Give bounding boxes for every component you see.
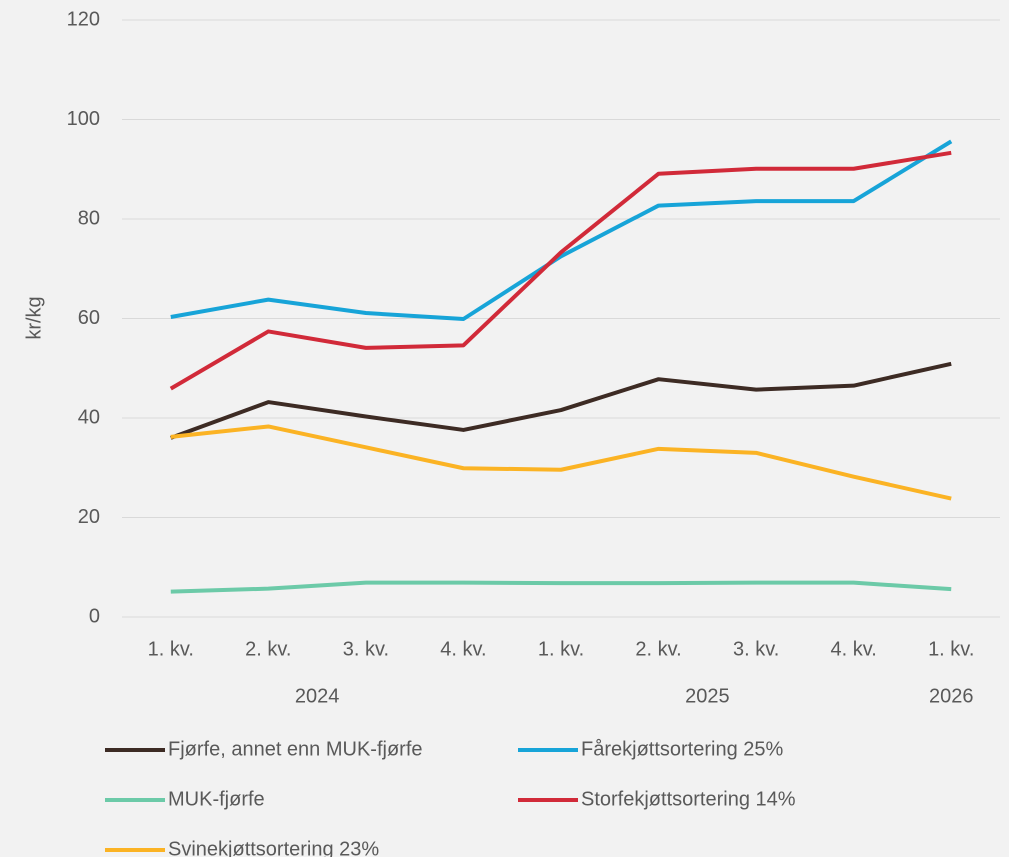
- x-tick-label: 3. kv.: [343, 638, 389, 660]
- x-group-label: 2024: [295, 685, 340, 707]
- y-tick-label: 20: [78, 506, 100, 528]
- legend-label: Fjørfe, annet enn MUK-fjørfe: [168, 738, 423, 760]
- x-tick-label: 1. kv.: [538, 638, 584, 660]
- series-line: [170, 139, 953, 321]
- y-tick-label: 80: [78, 207, 100, 229]
- y-tick-label: 60: [78, 307, 100, 329]
- x-group-label: 2026: [929, 685, 974, 707]
- x-tick-label: 4. kv.: [440, 638, 486, 660]
- x-tick-label: 2. kv.: [245, 638, 291, 660]
- y-tick-label: 40: [78, 406, 100, 428]
- y-tick-label: 0: [89, 605, 100, 627]
- x-tick-label: 4. kv.: [831, 638, 877, 660]
- legend-label: Fårekjøttsortering 25%: [581, 738, 784, 760]
- series-line: [169, 150, 952, 391]
- x-group-label: 2025: [685, 685, 730, 707]
- x-tick-label: 1. kv.: [928, 638, 974, 660]
- legend-label: Storfekjøttsortering 14%: [581, 788, 796, 810]
- series-line: [170, 580, 952, 594]
- series-line: [170, 361, 952, 440]
- y-tick-label: 120: [67, 8, 100, 30]
- y-tick-label: 100: [67, 108, 100, 130]
- x-tick-label: 2. kv.: [635, 638, 681, 660]
- y-axis-title: kr/kg: [23, 296, 45, 339]
- series-line: [170, 424, 952, 501]
- x-tick-label: 1. kv.: [148, 638, 194, 660]
- legend-label: MUK-fjørfe: [168, 788, 265, 810]
- legend-label: Svinekjøttsortering 23%: [168, 838, 379, 857]
- x-tick-label: 3. kv.: [733, 638, 779, 660]
